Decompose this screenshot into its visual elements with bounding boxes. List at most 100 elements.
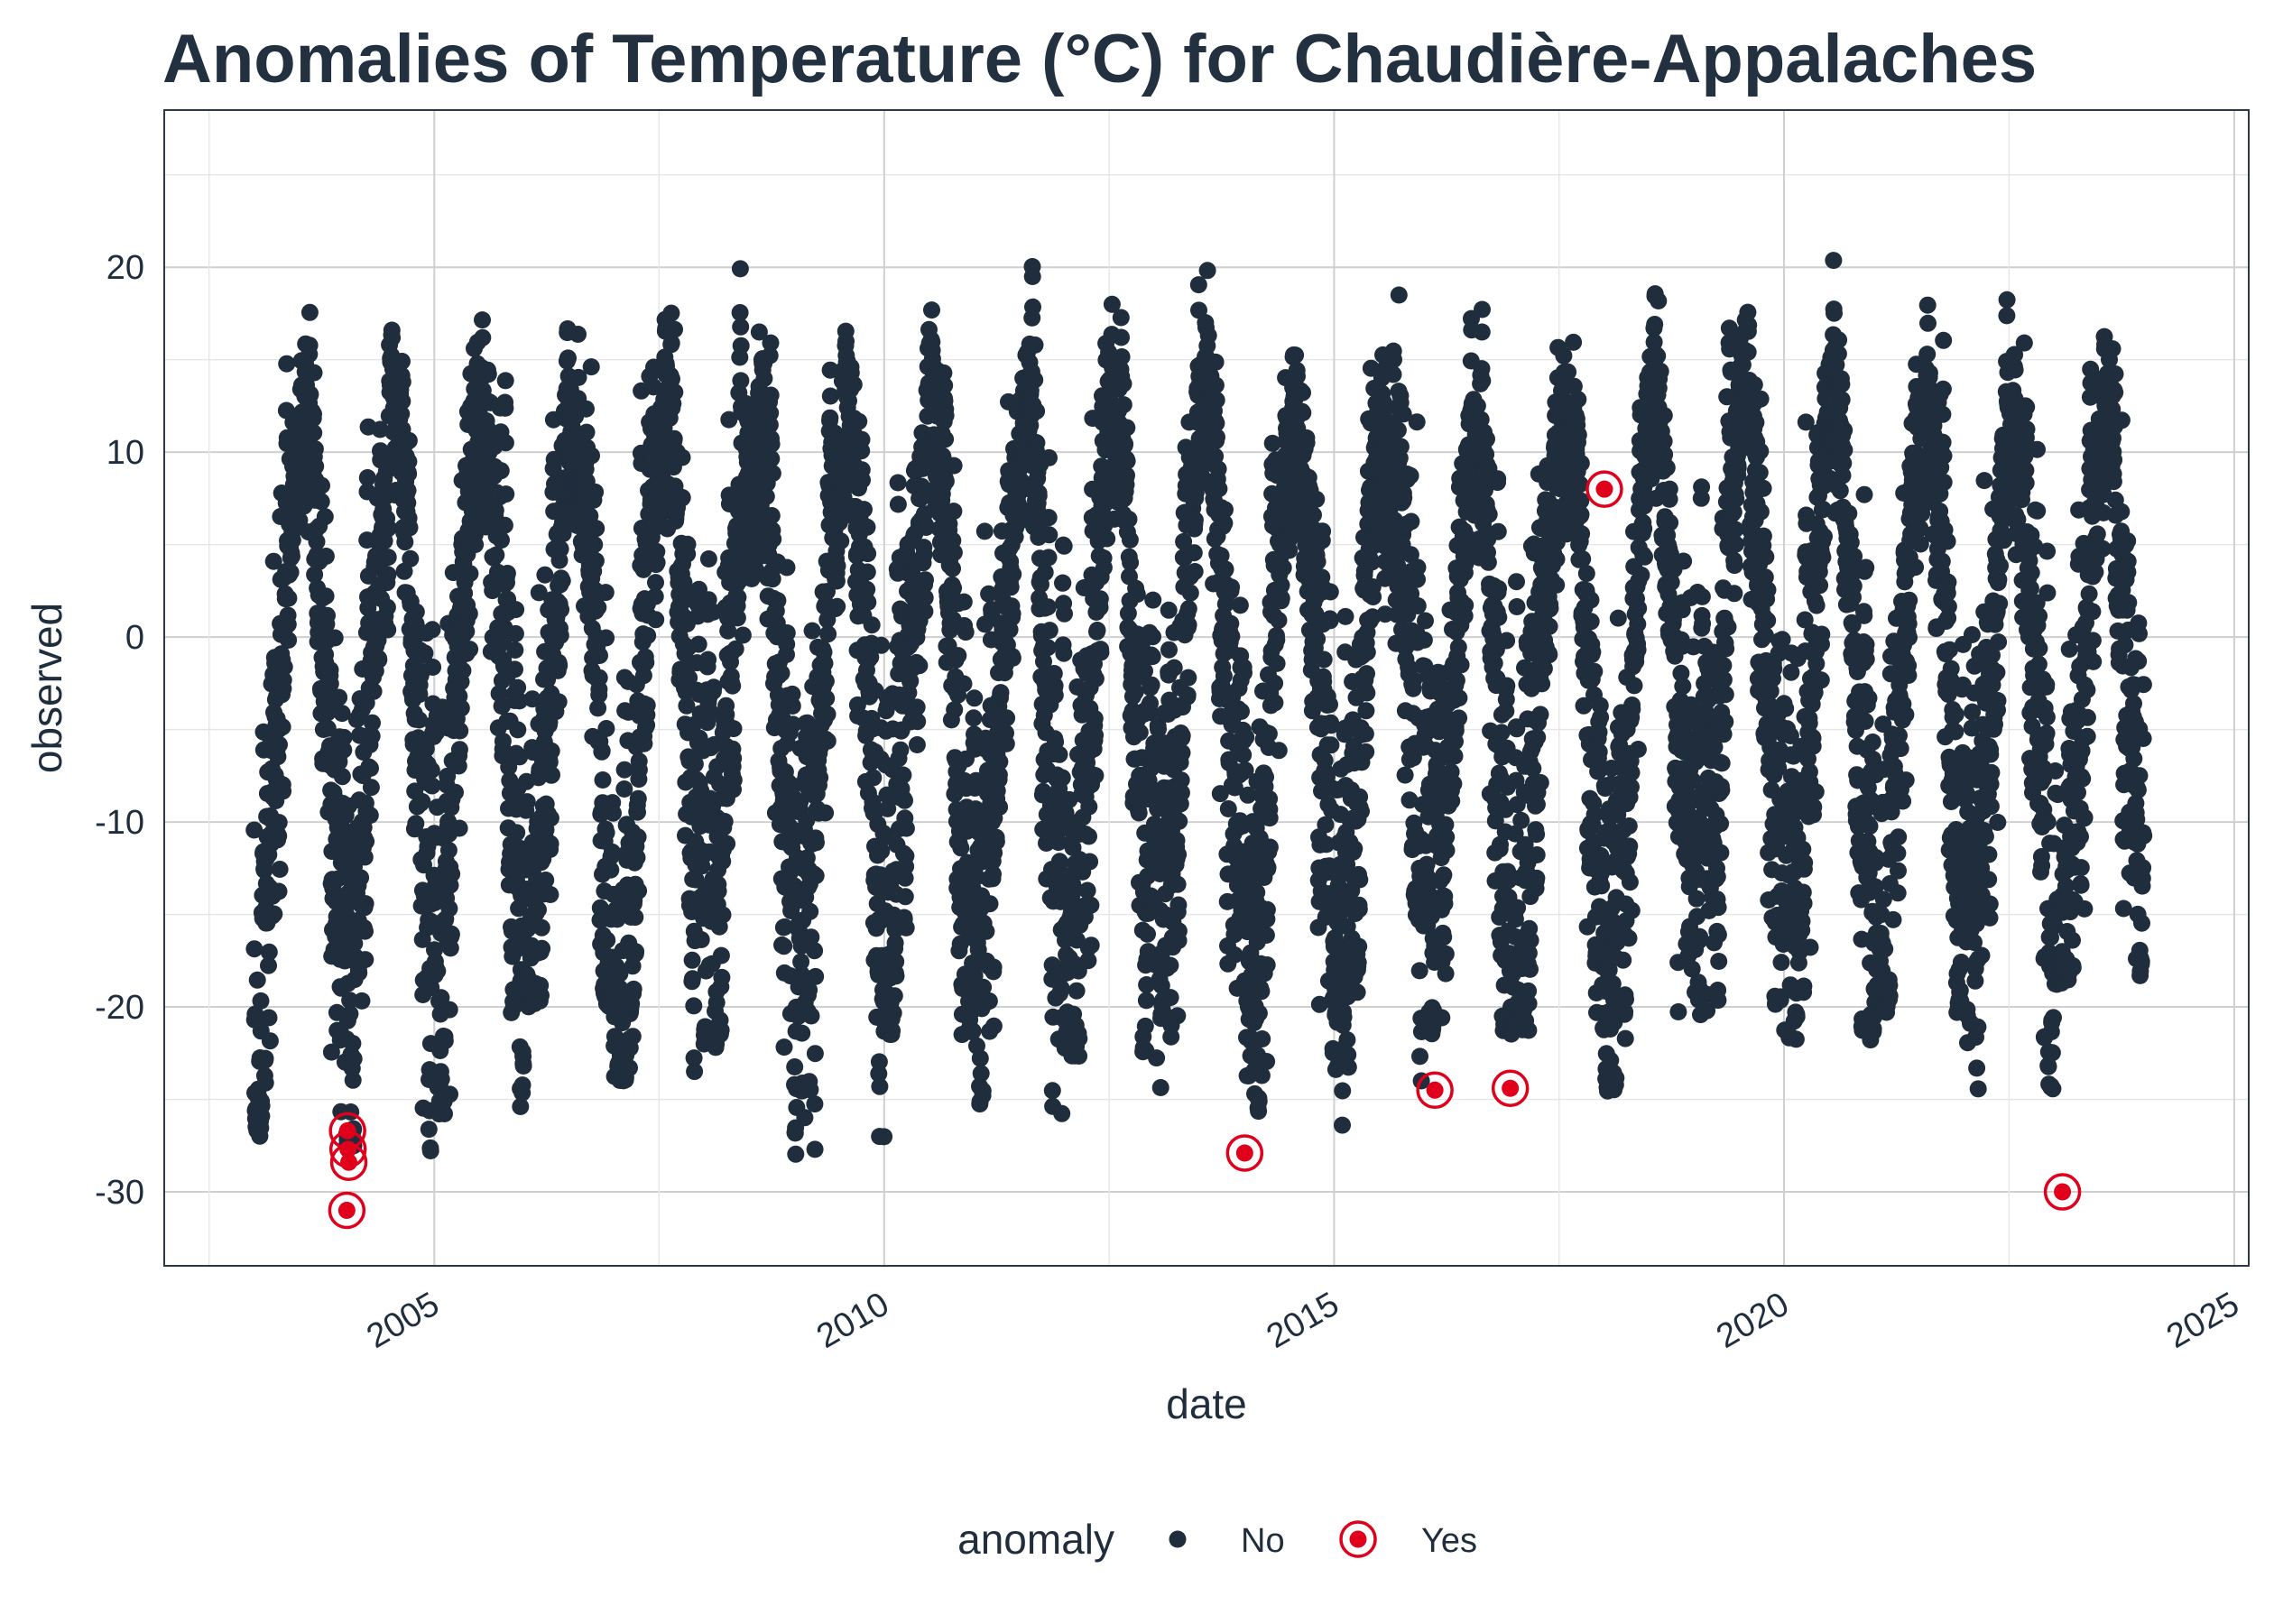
data-point-no: [317, 587, 335, 605]
data-point-no: [1272, 589, 1290, 607]
data-point-no: [511, 748, 529, 766]
data-point-no: [635, 734, 653, 752]
data-point-no: [335, 728, 353, 746]
data-point-no: [590, 669, 608, 687]
data-point-no: [1169, 922, 1188, 940]
data-point-no: [1173, 726, 1191, 744]
data-point-no: [341, 992, 359, 1010]
data-point-no: [1142, 695, 1159, 712]
data-point-no: [806, 1045, 824, 1063]
data-point-no: [362, 779, 380, 797]
data-point-no: [305, 364, 323, 382]
data-point-no: [1169, 845, 1188, 863]
data-point-no: [1082, 937, 1100, 955]
data-point-no: [699, 550, 717, 567]
data-point-no: [559, 349, 577, 367]
data-point-no: [984, 865, 1002, 883]
data-point-no: [1142, 676, 1160, 694]
data-point-no: [1052, 979, 1070, 997]
data-point-no: [897, 918, 915, 937]
data-point-no: [436, 1032, 454, 1050]
data-point-no: [1144, 591, 1162, 609]
data-point-no: [326, 629, 344, 647]
data-point-no: [401, 519, 419, 537]
data-point-no: [312, 493, 330, 511]
data-point-no: [796, 1109, 814, 1127]
data-point-no: [291, 512, 309, 530]
data-point-no: [554, 525, 572, 542]
data-point-no: [666, 383, 684, 401]
data-point-no: [587, 520, 605, 538]
data-point-no: [629, 828, 647, 846]
data-point-no: [945, 457, 963, 475]
data-point-no: [886, 934, 904, 952]
data-point-no: [717, 706, 735, 724]
data-point-no: [1114, 396, 1132, 414]
data-point-no: [680, 669, 698, 687]
data-point-no: [817, 672, 835, 690]
data-point-no: [972, 1065, 990, 1083]
data-point-no: [1384, 365, 1402, 383]
data-point-no: [1266, 694, 1284, 712]
data-point-no: [321, 675, 339, 693]
data-point-no: [346, 935, 364, 953]
data-point-no: [937, 407, 955, 425]
data-point-no: [597, 629, 615, 647]
data-point-no: [1088, 622, 1106, 639]
data-point-no: [728, 609, 746, 627]
data-point-no: [648, 554, 666, 572]
data-point-no: [1358, 643, 1376, 661]
data-point-no: [666, 320, 683, 338]
data-point-no: [763, 435, 781, 453]
data-point-no: [1114, 374, 1132, 392]
data-point-no: [1080, 827, 1097, 845]
data-point-no: [1308, 553, 1326, 570]
data-point-no: [1070, 1047, 1088, 1065]
data-point-no: [778, 558, 796, 577]
data-point-no: [1050, 745, 1068, 763]
data-point-no: [776, 918, 793, 936]
data-point-no: [264, 552, 282, 570]
data-point-no: [647, 574, 664, 592]
data-point-no: [1248, 883, 1266, 901]
data-point-no: [1287, 346, 1305, 364]
data-point-no: [362, 760, 379, 777]
data-point-no: [591, 647, 608, 664]
data-point-no: [686, 755, 704, 773]
data-point-no: [801, 902, 819, 920]
data-point-no: [1036, 563, 1054, 581]
data-point-no: [806, 1095, 824, 1113]
data-point-no: [1040, 509, 1058, 527]
data-point-no: [1415, 631, 1433, 649]
data-point-no: [971, 1049, 989, 1067]
data-point-no: [714, 906, 732, 924]
data-point-no: [333, 705, 351, 723]
data-point-no: [1353, 802, 1370, 820]
data-point-no: [1207, 392, 1225, 409]
data-point-no: [936, 376, 954, 394]
data-point-no: [443, 865, 461, 883]
data-point-no: [685, 997, 703, 1015]
data-point-no: [1411, 1047, 1428, 1066]
data-point-no: [1266, 674, 1284, 692]
data-point-no: [344, 1071, 362, 1089]
data-point-no: [883, 1021, 901, 1039]
data-point-no: [450, 741, 468, 759]
data-point-no: [271, 861, 289, 878]
data-point-no: [1274, 558, 1292, 577]
data-point-no: [569, 326, 587, 343]
data-point-no: [589, 598, 607, 616]
data-point-no: [945, 543, 963, 561]
data-point-no: [1447, 671, 1465, 689]
data-point-no: [775, 1038, 793, 1057]
data-point-no: [1143, 648, 1161, 666]
data-point-no: [629, 789, 647, 807]
data-point-no: [624, 980, 642, 998]
data-point-no: [1126, 683, 1144, 701]
data-point-no: [1261, 809, 1279, 827]
data-point-no: [763, 465, 781, 483]
data-point-no: [423, 777, 441, 795]
data-point-no: [1137, 992, 1155, 1010]
data-point-no: [442, 926, 460, 944]
